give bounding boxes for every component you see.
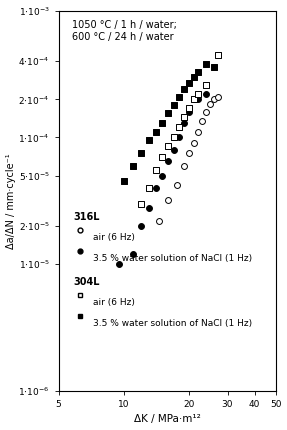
Point: [157, 217, 161, 224]
Point: [166, 158, 170, 165]
Text: air (6 Hz): air (6 Hz): [93, 233, 135, 242]
Point: [215, 51, 220, 58]
Point: [131, 251, 135, 258]
Point: [146, 204, 151, 211]
Point: [191, 96, 196, 103]
Point: [122, 178, 126, 185]
Point: [200, 117, 205, 124]
Point: [212, 96, 216, 103]
Point: [212, 64, 216, 71]
Point: [166, 143, 170, 150]
Point: [182, 114, 187, 120]
Point: [174, 182, 179, 189]
Point: [196, 129, 201, 135]
Point: [139, 223, 144, 230]
Text: 3.5 % water solution of NaCl (1 Hz): 3.5 % water solution of NaCl (1 Hz): [93, 254, 252, 263]
Point: [208, 100, 213, 107]
Text: 1050 °C / 1 h / water;
600 °C / 24 h / water: 1050 °C / 1 h / water; 600 °C / 24 h / w…: [71, 20, 177, 42]
Point: [172, 134, 176, 141]
Point: [131, 162, 135, 169]
Point: [191, 74, 196, 80]
Point: [187, 108, 191, 115]
Point: [166, 110, 170, 117]
Point: [187, 80, 191, 86]
Point: [172, 146, 176, 153]
Text: 316L: 316L: [74, 212, 100, 222]
Point: [117, 261, 121, 267]
Point: [182, 86, 187, 93]
Point: [177, 134, 182, 141]
Point: [146, 184, 151, 191]
Point: [177, 93, 182, 100]
Point: [177, 124, 182, 131]
Text: air (6 Hz): air (6 Hz): [93, 298, 135, 307]
Point: [172, 101, 176, 108]
X-axis label: ΔK / MPa·m¹²: ΔK / MPa·m¹²: [134, 415, 201, 424]
Point: [196, 68, 201, 75]
Point: [196, 91, 201, 98]
Point: [187, 150, 191, 157]
Point: [204, 108, 209, 115]
Point: [139, 150, 144, 157]
Point: [182, 120, 187, 126]
Point: [153, 167, 158, 174]
Point: [146, 137, 151, 144]
Point: [153, 129, 158, 135]
Point: [187, 105, 191, 112]
Point: [153, 184, 158, 191]
Point: [196, 96, 201, 103]
Point: [166, 197, 170, 203]
Point: [191, 140, 196, 147]
Point: [204, 81, 209, 88]
Point: [160, 120, 164, 126]
Point: [160, 172, 164, 179]
Point: [215, 93, 220, 100]
Text: 3.5 % water solution of NaCl (1 Hz): 3.5 % water solution of NaCl (1 Hz): [93, 319, 252, 328]
Point: [139, 200, 144, 207]
Point: [204, 61, 209, 68]
Point: [182, 162, 187, 169]
Text: 304L: 304L: [74, 277, 100, 287]
Y-axis label: Δa/ΔN / mm·cycle⁻¹: Δa/ΔN / mm·cycle⁻¹: [5, 153, 15, 249]
Point: [160, 154, 164, 160]
Point: [204, 91, 209, 98]
